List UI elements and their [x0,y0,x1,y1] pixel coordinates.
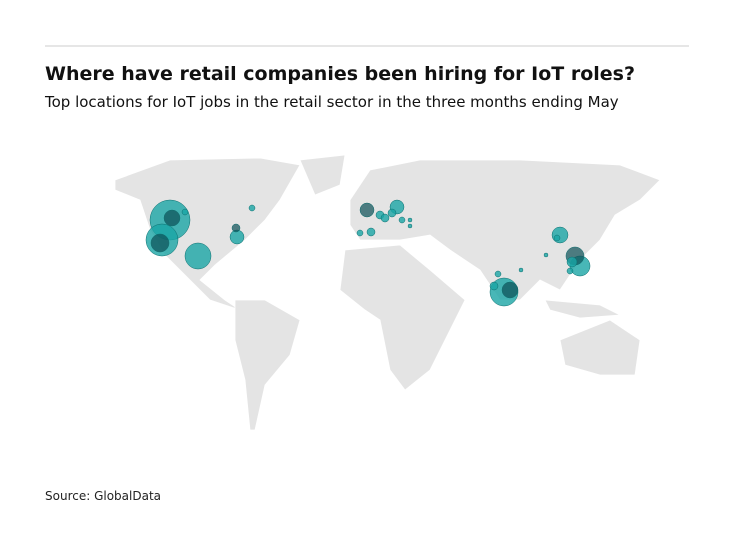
bubble [380,213,390,223]
indonesia [544,299,622,319]
bubble [494,270,502,278]
bubbles [145,199,591,307]
bubble [553,234,561,242]
title: Where have retail companies been hiring … [45,63,635,85]
world-map [114,154,661,431]
bubble [184,242,212,270]
bubble [387,208,397,218]
bubble [407,223,413,229]
eurasia [349,159,661,301]
bubble [359,202,375,218]
australia [559,319,641,376]
bubble [543,252,549,258]
bubble [163,209,181,227]
source: Source: GlobalData [45,489,161,503]
africa [339,244,466,391]
bubble [407,217,413,223]
subtitle: Top locations for IoT jobs in the retail… [44,93,619,111]
bubble [566,256,578,268]
bubble [150,233,170,253]
bubble [566,267,574,275]
north-america [114,157,301,311]
bubble [398,216,406,224]
greenland [299,154,346,196]
bubble [231,223,241,233]
bubble [366,227,376,237]
bubble [518,267,524,273]
bubble [181,208,189,216]
bubble [356,229,364,237]
bubble [501,281,519,299]
south-america [234,299,301,431]
bubble [248,204,256,212]
bubble [489,281,499,291]
bubble [551,226,569,244]
